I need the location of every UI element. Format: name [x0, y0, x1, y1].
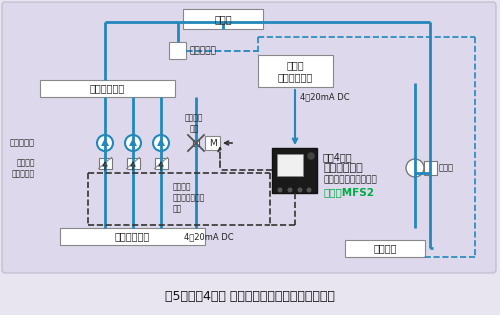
Text: ポンプの
インバータ: ポンプの インバータ: [12, 158, 35, 178]
Bar: [183, 9, 263, 29]
Text: １次往ヘッダ: １次往ヘッダ: [115, 232, 150, 242]
Polygon shape: [101, 138, 109, 146]
Text: ２次往ヘッダ: ２次往ヘッダ: [90, 83, 125, 94]
Text: 4～20mA DC: 4～20mA DC: [184, 232, 234, 242]
Bar: [60, 228, 205, 245]
Circle shape: [278, 187, 282, 192]
Bar: [272, 148, 317, 193]
Bar: [345, 240, 425, 257]
Bar: [154, 158, 168, 169]
Text: ポンプの
各インバータへ
出力: ポンプの 各インバータへ 出力: [173, 182, 206, 214]
Circle shape: [306, 187, 312, 192]
Text: M: M: [208, 139, 216, 147]
Circle shape: [298, 187, 302, 192]
Text: アイソレータ: アイソレータ: [323, 163, 363, 173]
Circle shape: [153, 135, 169, 151]
Text: 絶縁4出力: 絶縁4出力: [323, 152, 352, 162]
Circle shape: [125, 135, 141, 151]
Bar: [169, 42, 186, 59]
Bar: [40, 80, 175, 97]
Text: 流量計: 流量計: [439, 163, 454, 173]
Text: （スプリット演算器）: （スプリット演算器）: [323, 175, 377, 184]
Circle shape: [97, 135, 113, 151]
Text: 空調機: 空調機: [214, 14, 232, 24]
Bar: [424, 161, 437, 175]
Text: 圧力発信器: 圧力発信器: [189, 46, 216, 55]
Bar: [98, 158, 112, 169]
Bar: [193, 140, 199, 146]
Polygon shape: [157, 138, 165, 146]
Text: 4～20mA DC: 4～20mA DC: [300, 93, 350, 101]
Circle shape: [288, 187, 292, 192]
Text: ２次ポンプ: ２次ポンプ: [10, 139, 35, 147]
Bar: [126, 158, 140, 169]
Bar: [277, 154, 303, 176]
Text: 図5　絶縁4出力 アイソレータのシステム構成例: 図5 絶縁4出力 アイソレータのシステム構成例: [165, 289, 335, 302]
Text: ポンプ
コントローラ: ポンプ コントローラ: [278, 60, 313, 82]
Text: バルブへ
出力: バルブへ 出力: [185, 113, 203, 133]
Text: 還ヘッダ: 還ヘッダ: [373, 243, 397, 254]
Circle shape: [307, 152, 315, 160]
Text: 形式：MFS2: 形式：MFS2: [323, 187, 374, 197]
Polygon shape: [129, 138, 137, 146]
Bar: [258, 55, 333, 87]
Bar: [205, 136, 220, 150]
Circle shape: [406, 159, 424, 177]
FancyBboxPatch shape: [2, 2, 496, 273]
